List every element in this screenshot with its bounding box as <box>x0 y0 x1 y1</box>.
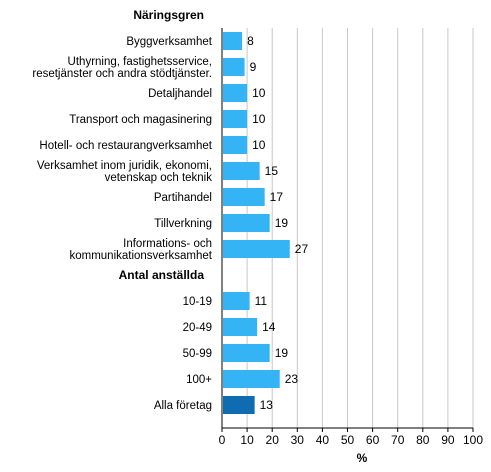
category-label: Informations- och <box>123 238 212 250</box>
category-labels: Näringsgren Byggverksamhet Uthyrning, fast… <box>32 8 212 412</box>
x-axis-title: % <box>357 451 368 465</box>
category-label: Alla företag <box>154 400 212 412</box>
data-label: 8 <box>247 34 254 48</box>
x-axis: 0 10 20 30 40 50 60 70 80 90 100 <box>219 28 483 447</box>
bar <box>223 110 248 128</box>
category-label: Hotell- och restaurangverksamhet <box>39 140 212 152</box>
category-label: resetjänster och andra stödtjänster. <box>32 68 212 80</box>
data-label: 9 <box>250 60 257 74</box>
category-label: Byggverksamhet <box>126 36 212 48</box>
data-label: 10 <box>252 112 266 126</box>
bar <box>223 240 290 258</box>
bar <box>223 370 280 388</box>
data-label: 17 <box>270 190 284 204</box>
value-labels: 8 9 10 10 10 15 17 19 27 11 14 19 23 13 <box>247 34 308 412</box>
bar <box>223 292 250 310</box>
x-tick-label: 10 <box>240 433 254 447</box>
x-tick-label: 70 <box>391 433 405 447</box>
x-tick-label: 0 <box>219 433 226 447</box>
category-label: 50-99 <box>183 348 212 360</box>
gridlines <box>246 28 474 428</box>
data-label: 27 <box>295 242 309 256</box>
bars <box>223 32 290 414</box>
data-label: 19 <box>275 346 289 360</box>
data-label: 10 <box>252 86 266 100</box>
category-label: Tillverkning <box>154 218 212 230</box>
category-label: Uthyrning, fastighetsservice, <box>68 56 212 68</box>
x-tick-label: 20 <box>266 433 280 447</box>
data-label: 19 <box>275 216 289 230</box>
category-label: Partihandel <box>154 192 212 204</box>
data-label: 13 <box>260 398 274 412</box>
data-label: 14 <box>262 320 276 334</box>
data-label: 23 <box>285 372 299 386</box>
category-label: 10-19 <box>183 296 212 308</box>
bar <box>223 396 255 414</box>
bar <box>223 162 260 180</box>
x-tick-label: 40 <box>316 433 330 447</box>
x-tick-label: 90 <box>441 433 455 447</box>
bar <box>223 58 245 76</box>
bar <box>223 84 248 102</box>
x-tick-label: 100 <box>463 433 483 447</box>
category-label: kommunikationsverksamhet <box>69 250 212 262</box>
x-tick-label: 80 <box>416 433 430 447</box>
data-label: 11 <box>255 294 268 308</box>
category-label: Verksamhet inom juridik, ekonomi, <box>37 160 212 172</box>
bar <box>223 188 265 206</box>
category-label: 100+ <box>186 374 212 386</box>
bar <box>223 344 270 362</box>
data-label: 15 <box>265 164 279 178</box>
category-label: vetenskap och teknik <box>105 172 213 184</box>
x-tick-label: 60 <box>366 433 380 447</box>
section-header: Näringsgren <box>133 8 204 22</box>
bar <box>223 32 243 50</box>
category-label: Detaljhandel <box>148 88 212 100</box>
category-label: 20-49 <box>183 322 212 334</box>
data-label: 10 <box>252 138 266 152</box>
section-header: Antal anställda <box>119 268 205 282</box>
x-tick-label: 30 <box>291 433 305 447</box>
x-tick-label: 50 <box>341 433 355 447</box>
bar <box>223 318 258 336</box>
category-label: Transport och magasinering <box>69 114 212 126</box>
bar <box>223 136 248 154</box>
bar <box>223 214 270 232</box>
